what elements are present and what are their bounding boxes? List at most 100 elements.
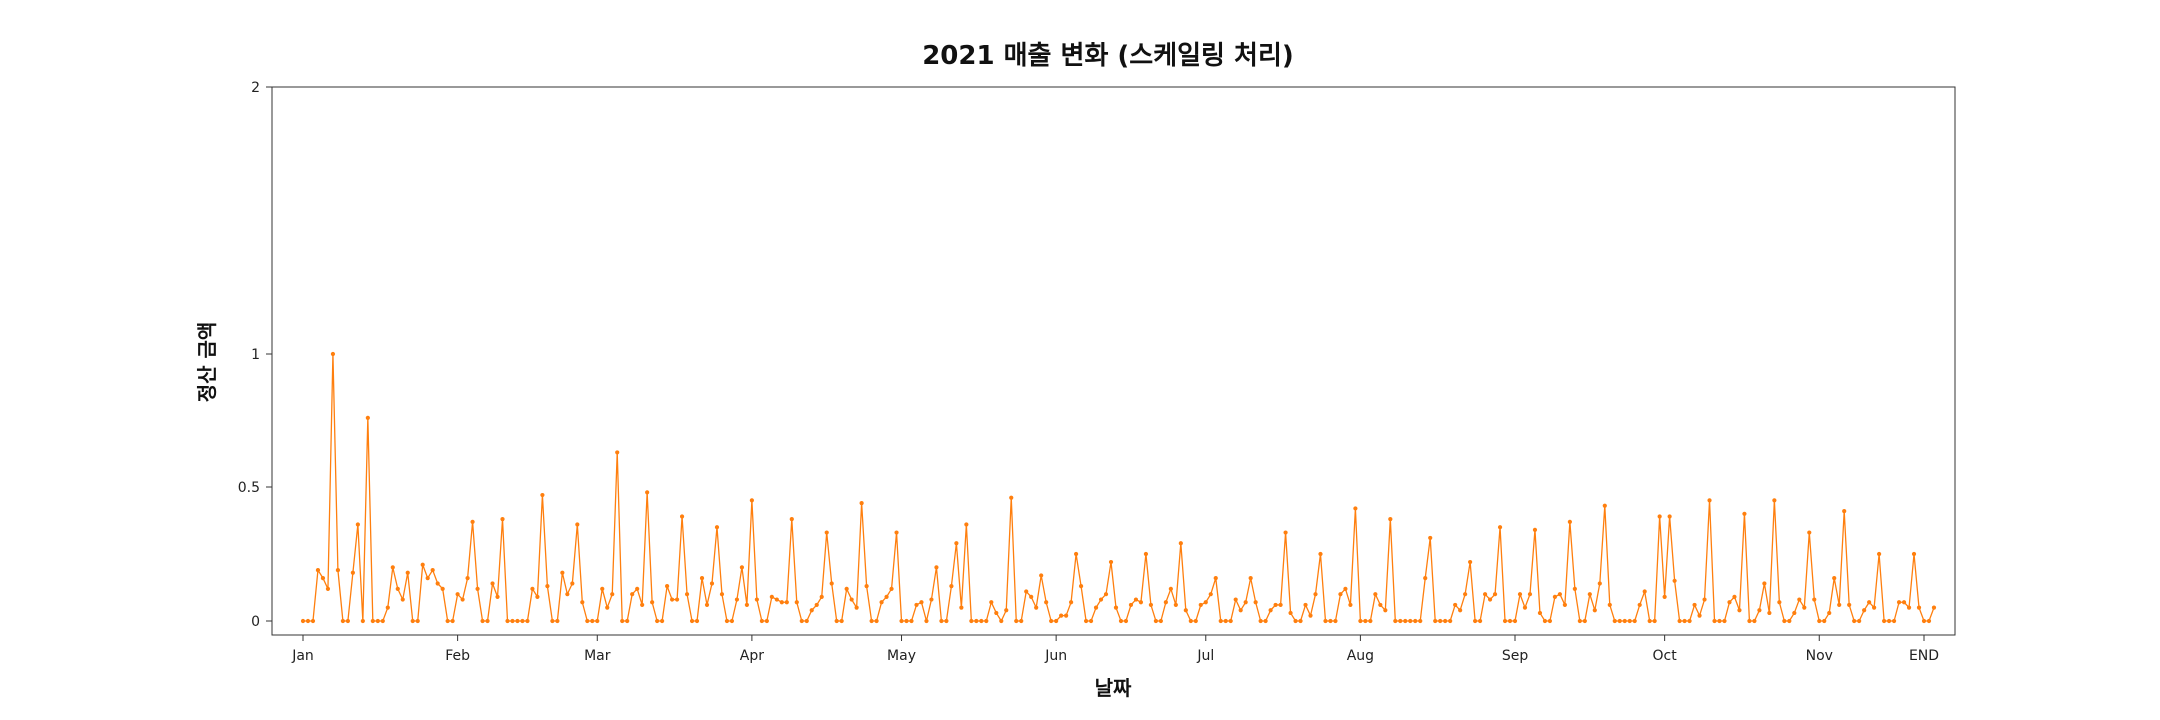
data-point: [560, 570, 565, 575]
data-point: [1787, 618, 1792, 624]
data-point: [1069, 600, 1074, 605]
data-point: [605, 605, 610, 610]
data-point: [759, 618, 764, 624]
data-point: [674, 597, 680, 602]
data-point: [1812, 597, 1817, 602]
data-point: [1752, 618, 1757, 624]
data-point: [1652, 618, 1657, 624]
data-point: [1697, 613, 1702, 618]
data-point: [1722, 618, 1727, 624]
data-point: [1233, 597, 1238, 602]
data-point: [1223, 618, 1228, 624]
data-point: [1842, 509, 1847, 514]
data-point: [1243, 600, 1248, 605]
data-point: [839, 618, 844, 624]
data-point: [325, 586, 331, 591]
data-point: [1557, 592, 1562, 597]
data-point: [485, 618, 490, 624]
data-point: [1423, 576, 1428, 581]
data-point: [1597, 581, 1602, 586]
data-point: [1323, 618, 1328, 624]
data-point: [610, 592, 615, 597]
data-point: [1253, 600, 1258, 605]
data-point: [1772, 498, 1777, 503]
data-point: [1478, 618, 1483, 624]
data-point: [924, 618, 929, 624]
data-point: [1547, 618, 1553, 624]
data-point: [440, 586, 445, 591]
data-point: [1896, 600, 1902, 605]
data-point: [704, 602, 710, 608]
data-point: [899, 618, 904, 624]
data-point: [570, 581, 575, 586]
data-point: [1049, 618, 1054, 624]
data-point: [1931, 605, 1937, 610]
data-point: [1383, 608, 1388, 613]
data-point: [1468, 559, 1473, 565]
data-point: [1727, 600, 1732, 605]
y-tick-label: 2: [251, 80, 260, 96]
data-point: [1522, 605, 1528, 610]
data-point: [345, 618, 350, 624]
data-point: [909, 618, 914, 624]
data-point: [794, 600, 799, 605]
data-point: [1064, 613, 1069, 618]
data-point: [1143, 551, 1149, 557]
data-point: [375, 618, 380, 624]
data-point: [1073, 551, 1079, 557]
data-point: [709, 581, 715, 586]
data-point: [929, 597, 934, 602]
data-point: [949, 584, 954, 589]
data-point: [435, 581, 440, 586]
data-point: [470, 519, 475, 524]
data-point: [1832, 576, 1837, 581]
data-point: [1757, 608, 1762, 613]
x-tick-label: Apr: [740, 648, 764, 664]
data-point: [994, 610, 999, 616]
data-point: [669, 597, 675, 602]
data-point: [1413, 618, 1418, 624]
data-point: [969, 618, 974, 624]
data-point: [595, 618, 600, 624]
data-point: [495, 594, 500, 599]
data-point: [1632, 618, 1637, 624]
data-point: [630, 592, 635, 597]
plot-frame: [271, 86, 1956, 636]
data-point: [1004, 608, 1009, 613]
data-point: [1054, 618, 1059, 624]
data-point: [410, 618, 415, 624]
data-point: [1153, 618, 1158, 624]
data-point: [1852, 618, 1857, 624]
data-point: [1737, 608, 1742, 613]
data-point: [515, 618, 520, 624]
data-point: [505, 618, 510, 624]
data-point: [1916, 605, 1922, 610]
data-point: [455, 592, 460, 597]
data-point: [1158, 618, 1163, 624]
x-tick-label: END: [1909, 648, 1939, 664]
x-tick-label: Jul: [1196, 648, 1214, 664]
data-point: [1647, 618, 1652, 624]
data-point: [1657, 514, 1662, 519]
data-point: [1148, 602, 1154, 608]
data-point: [590, 618, 595, 624]
data-point: [1333, 618, 1338, 624]
x-tick-label: Mar: [584, 648, 611, 664]
data-point: [1582, 618, 1587, 624]
x-tick-label: May: [887, 648, 916, 664]
data-point: [699, 576, 705, 581]
data-point: [974, 618, 979, 624]
data-point: [814, 602, 819, 608]
data-point: [640, 602, 645, 608]
data-point: [1293, 618, 1298, 624]
data-point: [500, 517, 505, 522]
data-point: [1542, 618, 1548, 624]
data-point: [1188, 618, 1193, 624]
data-point: [1837, 602, 1842, 608]
data-point: [1717, 618, 1722, 624]
data-point: [729, 618, 735, 624]
data-point: [1133, 597, 1139, 602]
x-tick-label: Feb: [445, 648, 470, 664]
data-point: [999, 618, 1004, 624]
